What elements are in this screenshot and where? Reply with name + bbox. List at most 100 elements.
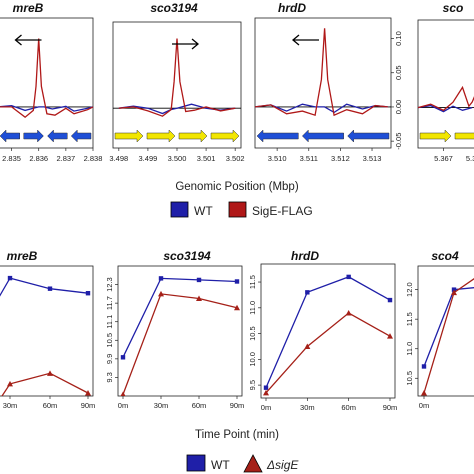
series-sige-line [265, 312, 391, 394]
plot-frame [117, 265, 243, 397]
top-panel-3: hrdD 0.10 0.05 0.00 -0.05 3.510 3.511 3.512 3.51… [254, 1, 403, 163]
x-tick-label: 90m [81, 401, 96, 410]
gene-arrow [419, 129, 452, 143]
series-wt-line [0, 277, 89, 297]
gene-arrow [146, 129, 176, 143]
y-tick-label: 11.1 [105, 315, 114, 329]
plot-frame [0, 265, 94, 397]
bottom-panel-2: sco3194 0m 30m 60m 90m 12.3 11.7 11.1 10.5 9.9 9.3 [105, 249, 244, 410]
x-tick-label: 90m [383, 403, 398, 412]
y-tick-label: 0.00 [394, 100, 403, 115]
wt-marker [158, 276, 164, 281]
wt-marker [421, 364, 427, 369]
x-tick-label: 60m [192, 401, 207, 410]
series-sige-flag-line [0, 38, 94, 119]
series-group [120, 276, 240, 396]
series-group [263, 274, 393, 396]
y-tick-label: 9.9 [105, 354, 114, 364]
top-panel-2: sco3194 3.498 3.499 3.500 3.501 3.502 [109, 1, 244, 163]
sige-marker [158, 290, 164, 297]
panel-title: sco [443, 1, 464, 15]
legend-sige-triangle [243, 454, 263, 473]
x-tick-label: 30m [3, 401, 18, 410]
panel-title: sco4 [431, 249, 459, 263]
y-tick-label: 11.5 [248, 275, 257, 289]
gene-arrow [210, 129, 240, 143]
y-tick-label: 12.3 [105, 277, 114, 292]
x-tick-label: 3.513 [363, 154, 382, 163]
x-tick-label: 2.838 [84, 154, 103, 163]
top-x-axis-label: Genomic Position (Mbp) [175, 181, 299, 193]
panel-title: sco3194 [150, 1, 198, 15]
gene-arrow [301, 129, 344, 143]
wt-marker [47, 286, 53, 291]
plot-frame [417, 265, 474, 397]
bottom-panel-1: mreB 30m 60m 90m [0, 249, 95, 410]
wt-marker [7, 275, 13, 281]
wt-marker [85, 291, 91, 296]
sige-marker [451, 289, 457, 296]
gene-arrow [23, 129, 44, 143]
gene-arrow [70, 129, 92, 143]
series-sige-line [122, 293, 238, 395]
y-tick-label: -0.05 [394, 133, 403, 150]
legend-wt-swatch-bottom [186, 454, 206, 472]
x-tick-label: 90m [230, 401, 245, 410]
panel-title: hrdD [278, 1, 306, 15]
wt-marker [305, 290, 310, 295]
wt-marker [387, 297, 393, 303]
sige-marker [263, 389, 269, 396]
legend-sige-flag-swatch [228, 201, 247, 218]
series-wt-line [122, 277, 238, 358]
legend-sige-label: ΔsigE [266, 458, 299, 472]
wt-marker [346, 274, 351, 280]
plot-frame [0, 17, 94, 149]
bottom-panel-4: sco4 0m 12.0 11.5 11.0 10.5 [405, 249, 474, 410]
direction-arrowhead [14, 34, 22, 46]
series-sige-flag-line [254, 28, 388, 117]
series-wt-line [0, 104, 94, 112]
y-tick-label: 10.5 [248, 326, 257, 341]
x-tick-label: 3.499 [139, 154, 158, 163]
x-tick-label: 0m [419, 401, 429, 410]
gene-arrow [347, 129, 390, 143]
series-wt-line [417, 104, 473, 113]
x-tick-label: 3.512 [331, 154, 350, 163]
series-sige-flag-line [118, 38, 236, 117]
x-tick-label: 60m [341, 403, 356, 412]
sige-marker [47, 370, 53, 376]
top-legend: Genomic Position (Mbp) WT SigE-FLAG [170, 181, 313, 218]
gene-arrow [114, 129, 144, 143]
panel-title: mreB [7, 249, 38, 263]
gene-arrow [454, 132, 474, 140]
series-sige-line [1, 372, 89, 396]
top-panel-1: mreB 2.835 2.836 2.837 2.838 [0, 1, 102, 163]
x-tick-label: 3.511 [300, 154, 318, 163]
x-tick-label: 30m [154, 401, 169, 410]
x-tick-label: 5.367 [434, 154, 453, 163]
x-tick-label: 0m [261, 403, 271, 412]
series-sige-flag-line [417, 85, 474, 112]
y-tick-label: 12.0 [405, 282, 414, 297]
wt-marker [234, 279, 240, 284]
wt-marker [196, 277, 202, 283]
sige-marker [234, 304, 240, 311]
panel-title: sco3194 [163, 249, 211, 263]
sige-marker [196, 295, 202, 301]
legend-sige-flag-label: SigE-FLAG [252, 204, 313, 218]
chart-panels: mreB 2.835 2.836 2.837 2.838 sco3194 3.498 3.49… [0, 1, 474, 412]
wt-marker [263, 385, 269, 390]
x-tick-label: 0m [118, 401, 128, 410]
series-wt-line [118, 103, 236, 115]
direction-arrowhead [291, 34, 300, 46]
legend-wt-swatch [170, 201, 189, 218]
y-tick-label: 11.7 [105, 296, 114, 310]
y-tick-label: 9.5 [248, 380, 257, 390]
gene-arrow [178, 129, 208, 143]
y-tick-label: 11.5 [405, 312, 414, 326]
x-tick-label: 2.837 [56, 154, 75, 163]
series-wt-line [254, 103, 388, 114]
y-tick-label: 11.0 [248, 301, 257, 315]
